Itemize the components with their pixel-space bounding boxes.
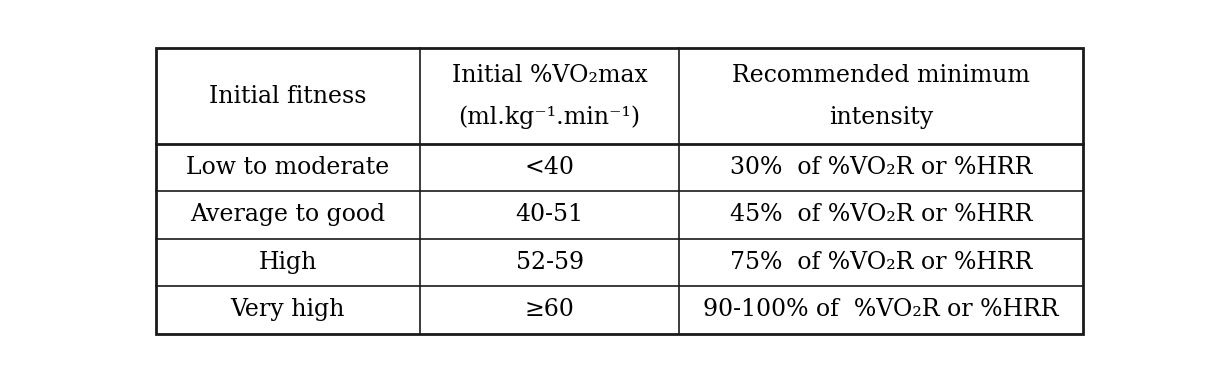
Text: High: High xyxy=(259,251,316,274)
Text: intensity: intensity xyxy=(829,105,933,129)
Text: Recommended minimum: Recommended minimum xyxy=(732,64,1030,87)
Text: Average to good: Average to good xyxy=(190,203,385,226)
Text: (ml.kg⁻¹.min⁻¹): (ml.kg⁻¹.min⁻¹) xyxy=(459,105,640,129)
Text: 30%  of %VO₂R or %HRR: 30% of %VO₂R or %HRR xyxy=(730,156,1032,179)
Text: 45%  of %VO₂R or %HRR: 45% of %VO₂R or %HRR xyxy=(730,203,1032,226)
Text: 40-51: 40-51 xyxy=(516,203,583,226)
Text: 90-100% of  %VO₂R or %HRR: 90-100% of %VO₂R or %HRR xyxy=(703,298,1058,321)
Text: 75%  of %VO₂R or %HRR: 75% of %VO₂R or %HRR xyxy=(730,251,1032,274)
Text: Low to moderate: Low to moderate xyxy=(186,156,389,179)
Text: Initial fitness: Initial fitness xyxy=(209,85,366,108)
Text: 52-59: 52-59 xyxy=(516,251,583,274)
Text: Initial %VO₂max: Initial %VO₂max xyxy=(452,64,647,87)
Text: ≥60: ≥60 xyxy=(524,298,575,321)
Text: <40: <40 xyxy=(524,156,575,179)
Text: Very high: Very high xyxy=(231,298,345,321)
